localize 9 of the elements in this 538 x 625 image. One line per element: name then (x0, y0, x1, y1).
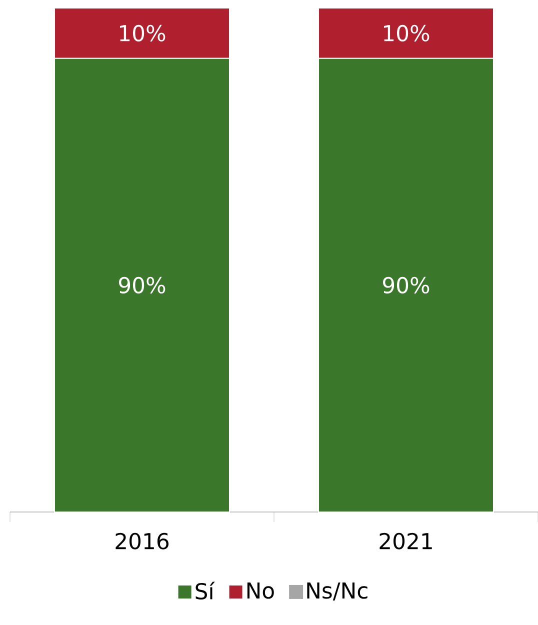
data-label: 10% (384, 24, 430, 42)
legend-label: Sí (196, 582, 215, 600)
legend-label: Ns/Nc (307, 582, 368, 600)
data-label: 90% (383, 276, 430, 294)
legend-label: No (247, 582, 274, 599)
x-tick-label: 2021 (380, 532, 432, 550)
x-tick-label: 2016 (116, 532, 168, 550)
data-label: 10% (120, 24, 166, 42)
data-label: 90% (119, 276, 166, 294)
